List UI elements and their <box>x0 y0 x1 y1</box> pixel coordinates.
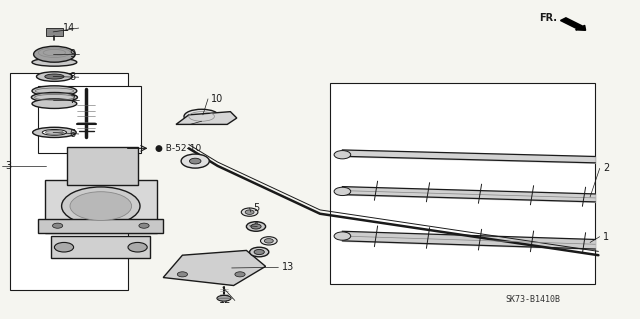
Polygon shape <box>176 112 237 124</box>
Bar <box>38 86 141 153</box>
Text: 8: 8 <box>69 72 76 82</box>
Circle shape <box>245 210 254 214</box>
Ellipse shape <box>34 46 76 62</box>
Circle shape <box>54 242 74 252</box>
Text: 3: 3 <box>5 161 12 171</box>
Ellipse shape <box>251 224 261 229</box>
Circle shape <box>177 272 188 277</box>
Circle shape <box>235 272 245 277</box>
Text: 14: 14 <box>63 23 76 33</box>
Ellipse shape <box>184 109 219 124</box>
Circle shape <box>334 187 351 196</box>
Bar <box>67 147 138 185</box>
Circle shape <box>189 158 201 164</box>
Ellipse shape <box>217 295 231 301</box>
Text: 12: 12 <box>220 295 232 306</box>
FancyArrow shape <box>561 18 586 30</box>
Text: 2: 2 <box>603 163 609 174</box>
Text: 5: 5 <box>253 203 259 213</box>
Bar <box>38 219 163 233</box>
Ellipse shape <box>246 222 266 231</box>
Text: SK73-B1410B: SK73-B1410B <box>506 295 561 304</box>
Text: 13: 13 <box>282 262 294 272</box>
Ellipse shape <box>70 192 132 220</box>
Circle shape <box>264 239 273 243</box>
Bar <box>51 236 150 258</box>
Circle shape <box>139 223 149 228</box>
Ellipse shape <box>32 99 77 108</box>
Ellipse shape <box>36 72 72 81</box>
Text: 10: 10 <box>211 94 223 104</box>
Ellipse shape <box>33 127 76 137</box>
Text: FR.: FR. <box>539 12 557 23</box>
Ellipse shape <box>42 130 67 135</box>
Bar <box>330 83 595 284</box>
Ellipse shape <box>254 249 264 255</box>
Bar <box>46 28 63 36</box>
Bar <box>10 73 128 290</box>
Ellipse shape <box>31 93 77 102</box>
Ellipse shape <box>32 58 77 66</box>
Circle shape <box>334 232 351 240</box>
Polygon shape <box>163 250 266 286</box>
Text: 7: 7 <box>69 95 76 106</box>
Circle shape <box>241 208 258 216</box>
Circle shape <box>181 154 209 168</box>
Text: 4: 4 <box>253 221 259 231</box>
Ellipse shape <box>250 247 269 257</box>
Circle shape <box>260 237 277 245</box>
Text: 6: 6 <box>69 129 76 139</box>
Ellipse shape <box>45 74 64 79</box>
Circle shape <box>52 223 63 228</box>
Text: 1: 1 <box>603 232 609 242</box>
Text: 9: 9 <box>69 49 76 59</box>
Bar <box>45 180 157 233</box>
Ellipse shape <box>45 130 63 134</box>
Circle shape <box>334 151 351 159</box>
Ellipse shape <box>32 86 77 96</box>
Text: ● B-52-10: ● B-52-10 <box>155 144 201 153</box>
Circle shape <box>128 242 147 252</box>
Ellipse shape <box>61 187 140 225</box>
Text: 11: 11 <box>205 116 217 126</box>
